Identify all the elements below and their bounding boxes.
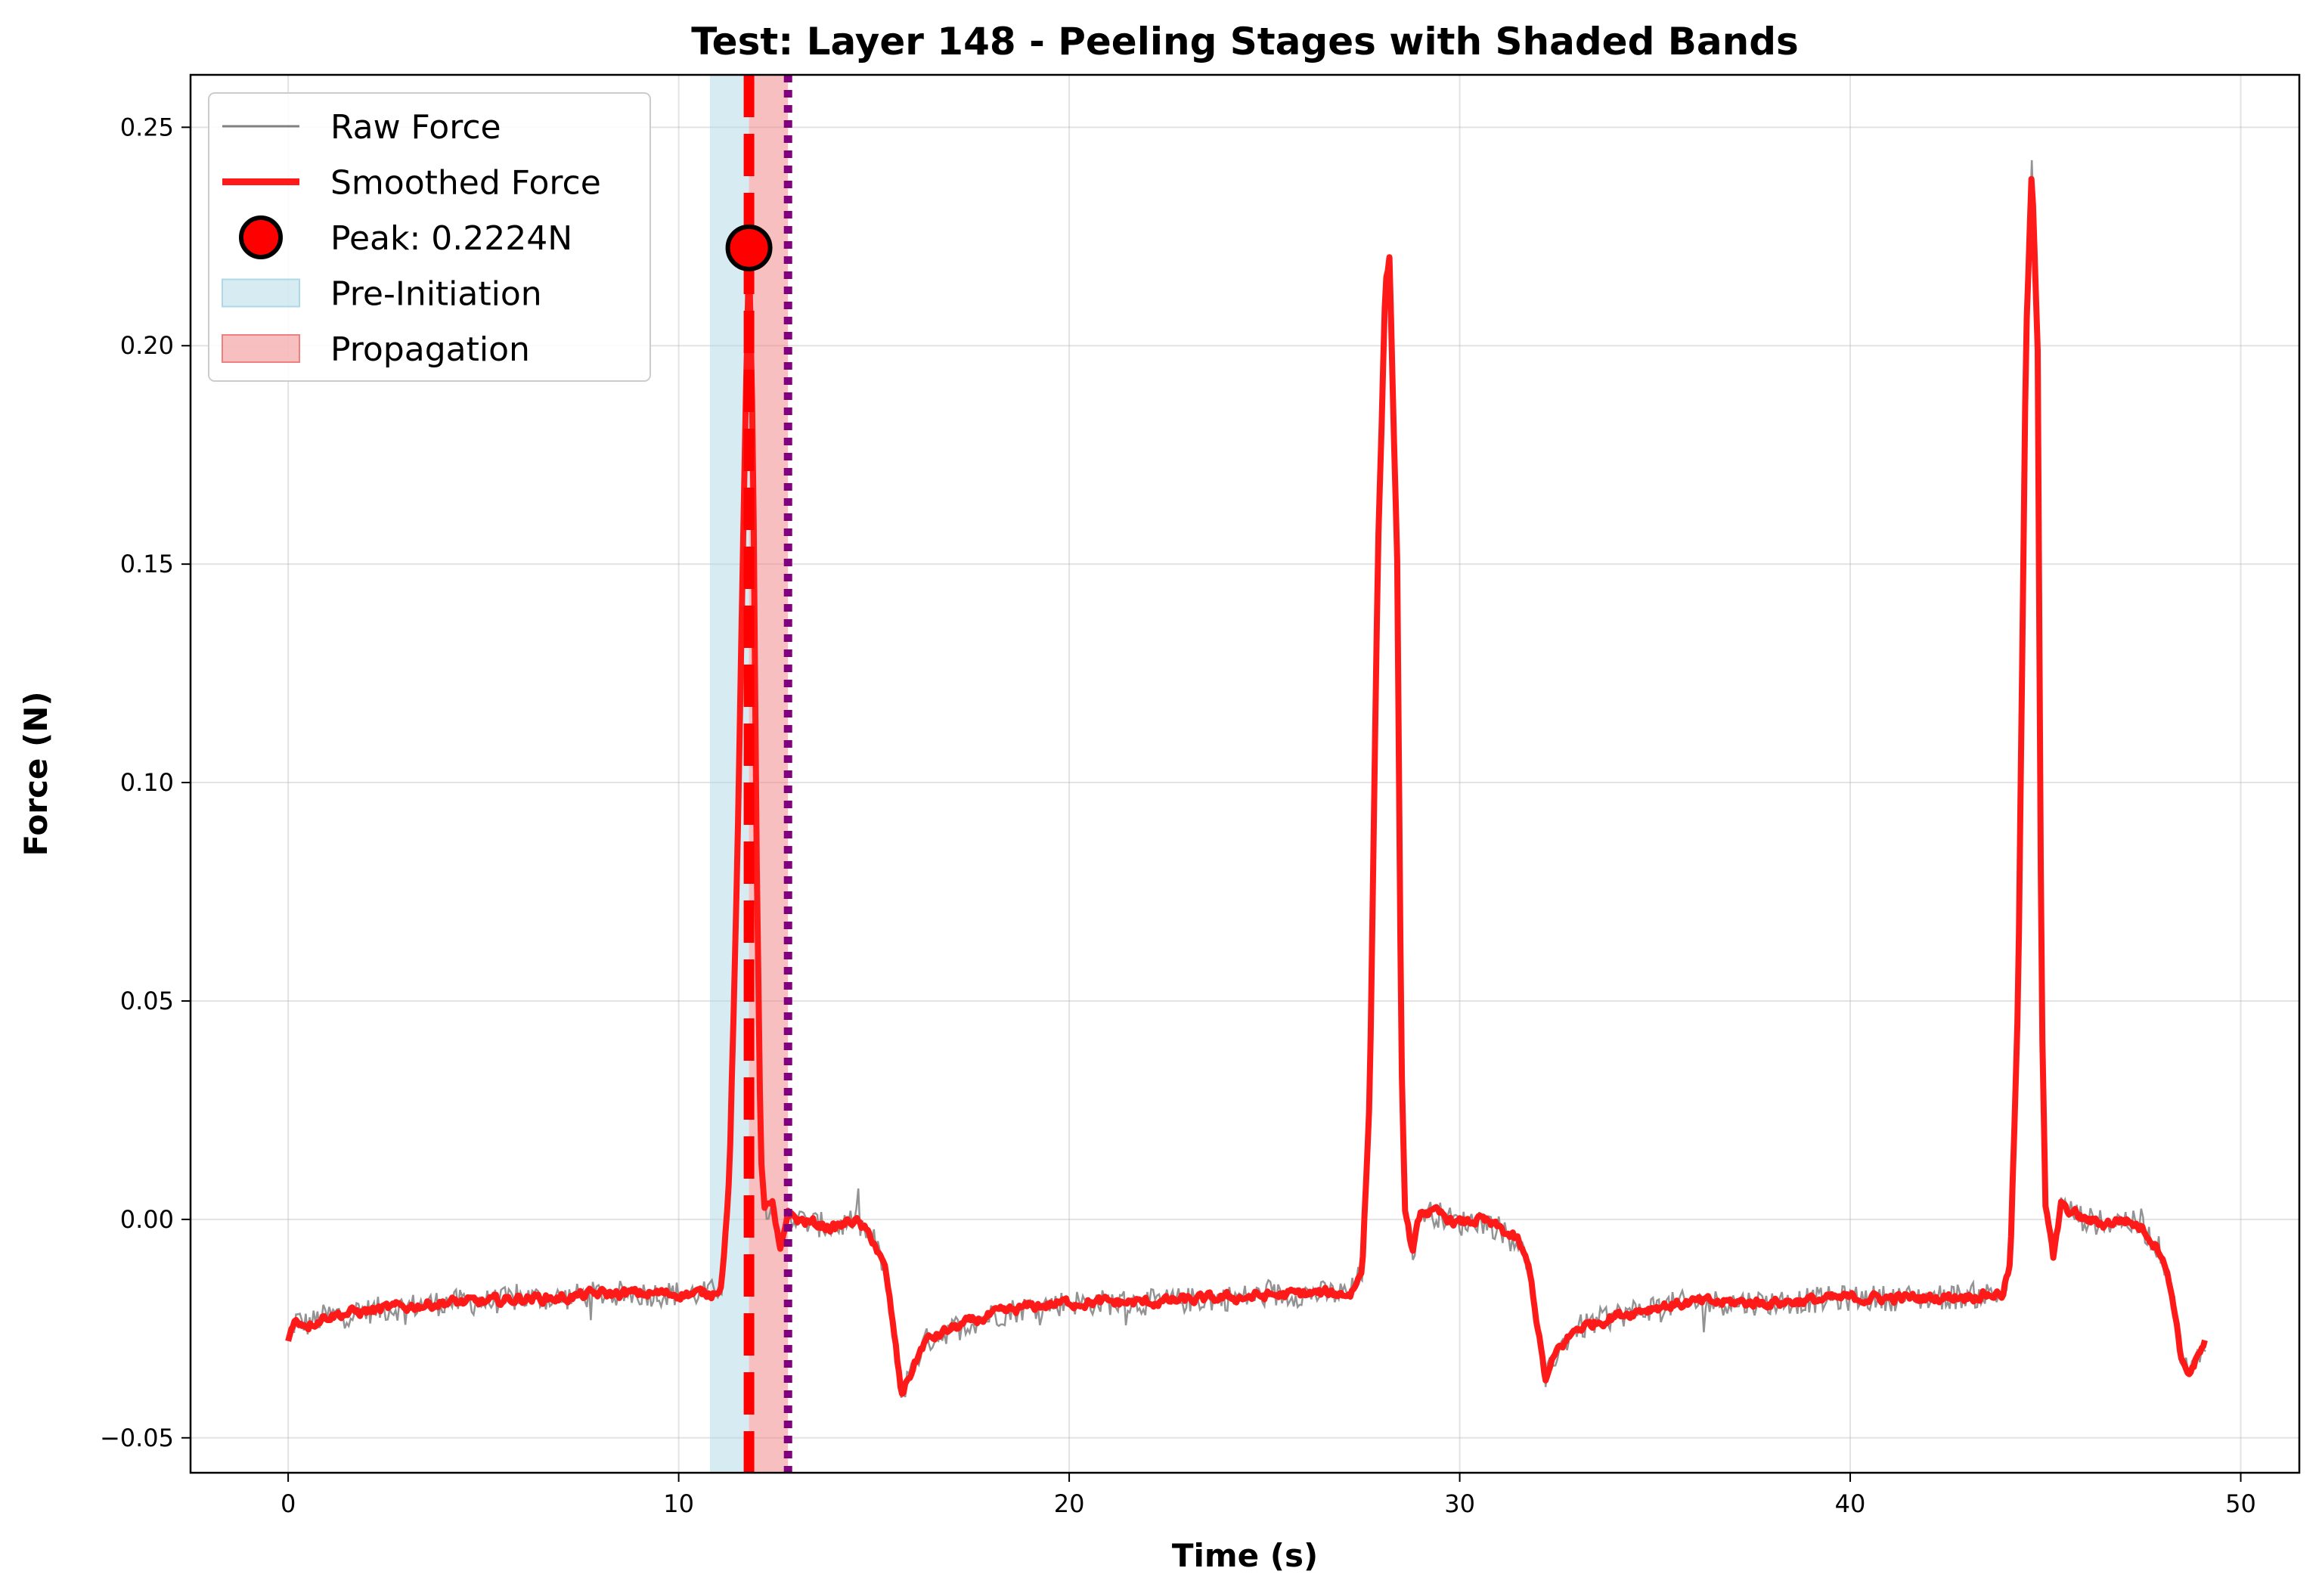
legend-label-raw-force: Raw Force [330,108,501,147]
y-tick-label: −0.05 [100,1424,174,1452]
x-tick-label: 50 [2225,1489,2256,1518]
legend-label-pre-initiation: Pre-Initiation [330,275,542,314]
y-axis-label: Force (N) [17,691,54,856]
y-tick-label: 0.25 [120,113,174,141]
x-tick-label: 0 [281,1489,296,1518]
x-tick-label: 30 [1444,1489,1475,1518]
series [285,160,2208,1398]
plot-frame [189,73,2301,1474]
legend-label-peak-0-2224n: Peak: 0.2224N [330,219,572,258]
peak-marker [725,224,773,271]
x-axis-label: Time (s) [1172,1537,1318,1574]
legend-label-propagation: Propagation [330,330,530,369]
y-tick-label: 0.20 [120,331,174,360]
chart-title: Test: Layer 148 - Peeling Stages with Sh… [691,20,1799,64]
y-tick-label: 0.05 [120,987,174,1015]
y-tick-label: 0.15 [120,550,174,578]
axis-ticks: 0 10 20 30 40 50 −0.05 0.00 0.05 0.10 0.15 0.20 0.25 [100,113,2256,1518]
x-tick-label: 40 [1835,1489,1866,1518]
legend-swatch-pre-initiation [222,278,300,308]
legend-swatch-propagation [222,334,300,363]
peak-layer [725,224,773,271]
y-tick-label: 0.10 [120,768,174,797]
smoothed-force-line [285,175,2208,1397]
y-tick-label: 0.00 [120,1205,174,1234]
band-pre-initiation [709,75,749,1473]
legend-swatch-peak [239,215,283,259]
legend: Raw Force Smoothed Force Peak: 0.2224N Pre-… [208,92,651,382]
legend-label-smoothed-force: Smoothed Force [330,164,601,203]
grid [191,75,2299,1473]
legend-box [208,92,651,382]
x-tick-label: 10 [663,1489,694,1518]
vertical-markers [743,75,792,1473]
x-tick-label: 20 [1054,1489,1085,1518]
